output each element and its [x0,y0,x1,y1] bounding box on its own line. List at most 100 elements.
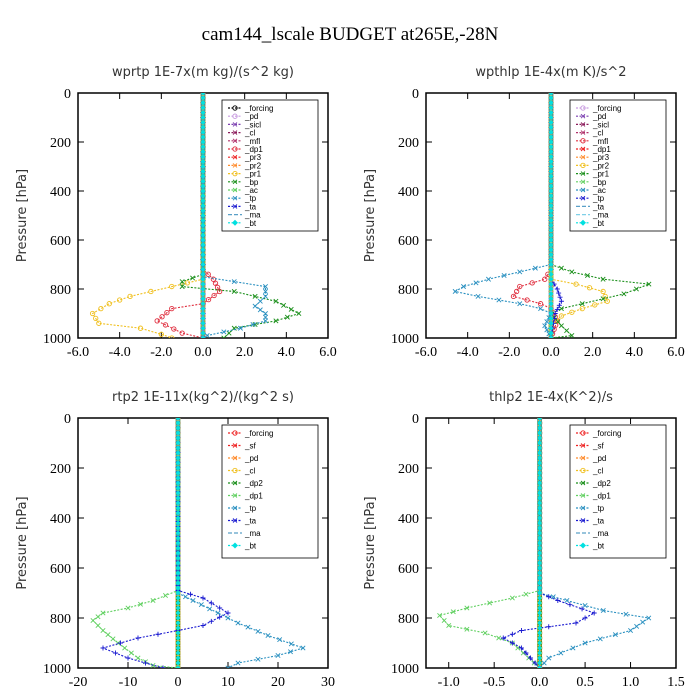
y-tick-label: 200 [50,462,71,477]
legend-marker [580,171,586,176]
legend-label: _tp [592,504,605,513]
x-tick-label: -4.0 [109,345,131,360]
legend-marker [580,179,586,185]
data-point [579,305,585,312]
data-point [175,585,181,591]
data-point [221,329,227,335]
legend-label: _sicl [592,120,609,129]
data-point [175,480,181,486]
data-point [262,284,269,290]
data-point [158,331,164,337]
data-point [523,650,529,656]
data-point [548,311,554,316]
data-point [200,623,206,628]
data-point [200,178,206,184]
data-point [548,271,554,277]
data-point [175,610,181,616]
data-point [548,198,554,204]
data-point [548,178,554,184]
panel-title: wpthlp 1E-4x(m K)/s^2 [475,65,626,80]
data-point [582,615,588,621]
data-point [175,455,181,461]
data-point [217,614,223,620]
data-point [537,580,543,586]
data-point [537,535,543,541]
data-point [200,335,206,338]
x-tick-label: -0.5 [483,675,505,690]
data-point [273,318,279,324]
data-point [548,105,554,111]
data-point [579,301,585,307]
data-point [284,314,290,320]
data-point [175,645,181,651]
y-tick-label: 1000 [43,332,71,347]
data-point [537,475,543,481]
legend-marker [580,113,586,119]
data-point [175,570,181,576]
data-point [537,530,543,536]
data-point [537,665,543,668]
legend-marker [580,187,586,193]
series-line-ac [453,93,552,338]
legend-marker [580,162,586,169]
data-point [200,168,206,174]
y-tick-label: 800 [398,612,419,627]
plot-frame [77,417,329,669]
data-point [262,293,269,299]
data-point [542,276,548,282]
data-point [548,325,554,331]
data-point [548,159,554,165]
legend-box [569,424,667,559]
data-point [175,440,181,446]
legend-label: _ma [592,211,609,220]
data-point [175,620,181,626]
data-point [548,276,554,282]
series-line-ta [101,418,230,668]
data-point [517,269,523,275]
data-point [564,597,570,604]
data-point [208,600,214,606]
data-point [175,590,181,596]
data-point [200,164,206,169]
data-point [175,465,181,471]
y-axis-label: Pressure [hPa] [363,169,378,262]
data-point [532,265,538,271]
data-point [200,325,206,331]
data-point [200,149,206,155]
legend-label: _ta [592,202,605,211]
data-point [537,545,543,551]
legend-label: _forcing [592,104,621,113]
data-point [200,595,206,601]
data-point [175,565,181,571]
data-point [200,281,206,287]
x-tick-label: 10 [221,675,235,690]
y-tick-label: 600 [398,562,419,577]
legend-label: _ma [244,529,261,538]
legend-marker [580,455,586,461]
data-point [89,310,96,317]
data-point [262,314,269,320]
legend-marker [580,154,586,160]
data-point [558,650,564,656]
legend-marker [232,138,238,144]
y-axis-label: Pressure [hPa] [363,496,378,589]
data-point [171,326,177,332]
data-point [537,615,543,621]
legend-label: _cl [592,467,603,476]
data-point [200,286,206,292]
data-point [200,222,206,228]
x-tick-label: 2.0 [236,345,254,360]
data-point [252,303,258,309]
data-point [200,306,206,312]
legend-marker [232,113,238,119]
data-point [557,294,563,300]
data-point [200,208,206,214]
data-point [542,323,548,329]
data-point [537,550,543,556]
legend-marker [580,505,586,511]
data-point [175,505,181,511]
data-point [548,95,554,101]
data-point [217,288,223,295]
data-point [546,594,552,600]
legend-label: _pd [244,454,258,463]
